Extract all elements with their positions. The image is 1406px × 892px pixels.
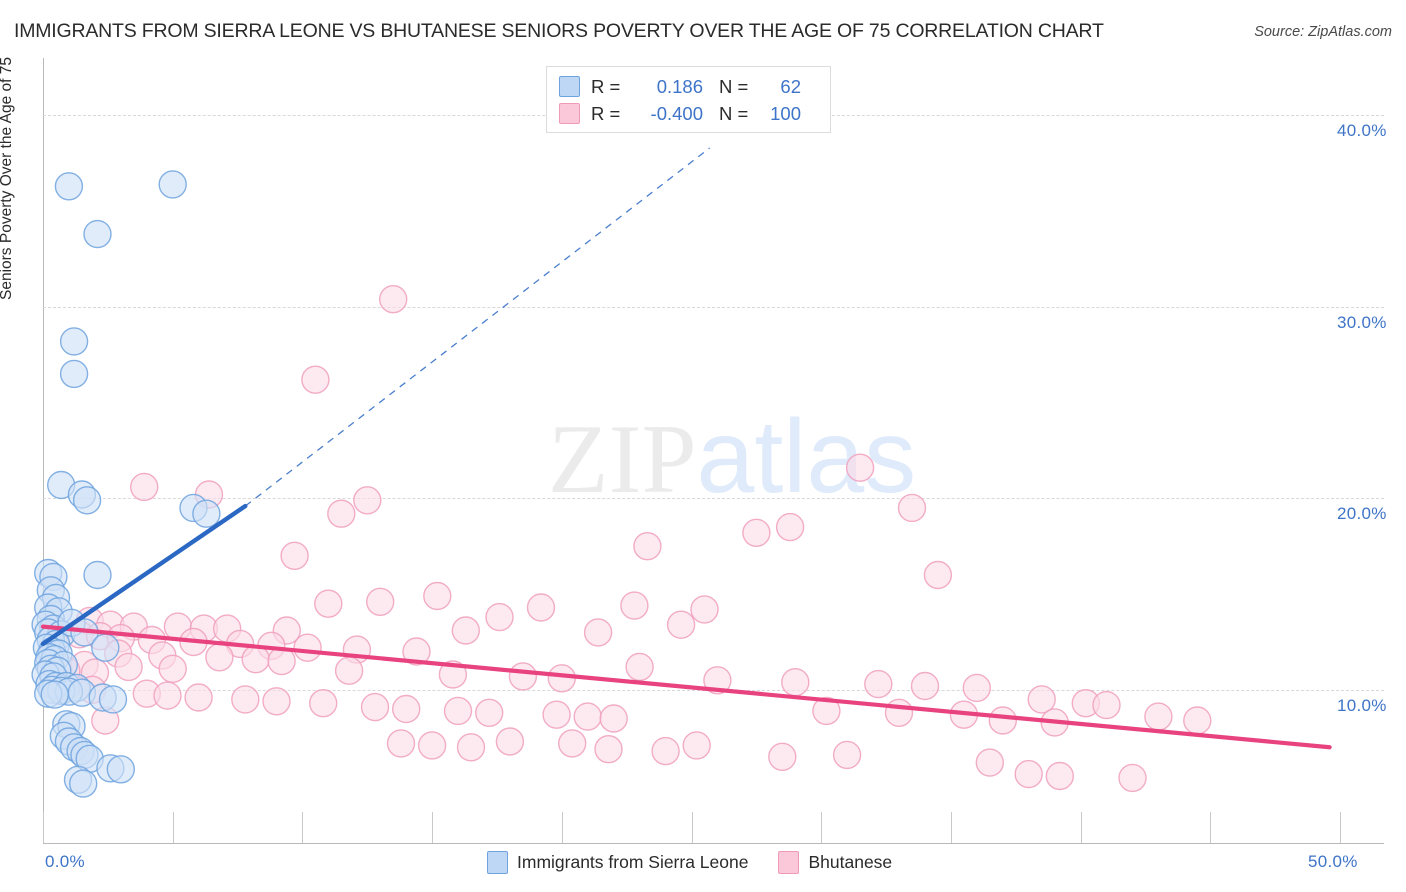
x-tick-25	[691, 812, 693, 843]
r-label-pink: R =	[591, 102, 621, 124]
gridline-30	[43, 306, 1384, 308]
stats-row-blue: R = 0.186 N = 62	[559, 73, 818, 100]
x-tick-50	[1340, 812, 1341, 843]
x-tick-0	[43, 812, 44, 843]
x-axis-line	[43, 843, 1384, 844]
r-label-blue: R =	[591, 75, 621, 97]
trendline-extension-sierra-leone	[244, 147, 711, 507]
r-value-pink: -0.400	[650, 102, 703, 124]
legend-swatch-pink	[559, 103, 580, 124]
legend-item-sierra-leone[interactable]: Immigrants from Sierra Leone	[487, 851, 748, 874]
r-value-blue: 0.186	[656, 75, 703, 97]
x-tick-40	[1080, 812, 1082, 843]
n-label-blue: N =	[719, 75, 749, 97]
y-axis-title: Seniors Poverty Over the Age of 75	[0, 57, 15, 300]
legend-color-box-blue	[487, 851, 508, 874]
legend-label-sierra-leone: Immigrants from Sierra Leone	[517, 852, 749, 872]
source-label: Source: ZipAtlas.com	[1254, 24, 1392, 40]
x-axis-min-label: 0.0%	[45, 852, 85, 871]
correlation-stats-legend: R = 0.186 N = 62 R = -0.400 N = 100	[546, 66, 831, 133]
stats-row-pink: R = -0.400 N = 100	[559, 100, 818, 127]
n-label-pink: N =	[719, 102, 749, 124]
legend-item-bhutanese[interactable]: Bhutanese	[778, 851, 892, 874]
x-tick-35	[950, 812, 952, 843]
x-tick-15	[432, 812, 434, 843]
y-axis-line	[43, 58, 44, 843]
page-title: IMMIGRANTS FROM SIERRA LEONE VS BHUTANES…	[14, 20, 1104, 42]
legend-color-box-pink	[778, 851, 800, 874]
x-tick-20	[561, 812, 563, 843]
x-tick-45	[1210, 812, 1212, 843]
series-legend: Immigrants from Sierra Leone Bhutanese	[487, 851, 914, 874]
n-value-blue: 62	[780, 75, 801, 97]
y-tick-label-40: 40.0%	[1337, 121, 1387, 141]
x-tick-5	[172, 812, 174, 843]
x-tick-30	[821, 812, 823, 843]
n-value-pink: 100	[770, 102, 801, 124]
trendline-sierra-leone	[40, 503, 248, 647]
legend-label-bhutanese: Bhutanese	[808, 852, 893, 872]
y-tick-label-20: 20.0%	[1337, 504, 1387, 524]
trendline-bhutanese	[40, 624, 1332, 750]
x-tick-10	[302, 812, 304, 843]
points-bhutanese	[47, 285, 1212, 793]
gridline-10	[43, 689, 1384, 691]
gridline-20	[43, 498, 1384, 500]
chart-header: IMMIGRANTS FROM SIERRA LEONE VS BHUTANES…	[0, 0, 1406, 52]
legend-swatch-blue	[559, 76, 580, 97]
x-axis-max-label: 50.0%	[1308, 852, 1358, 871]
points-sierra-leone	[31, 170, 221, 798]
y-tick-label-10: 10.0%	[1337, 695, 1387, 715]
y-tick-label-30: 30.0%	[1337, 312, 1387, 332]
